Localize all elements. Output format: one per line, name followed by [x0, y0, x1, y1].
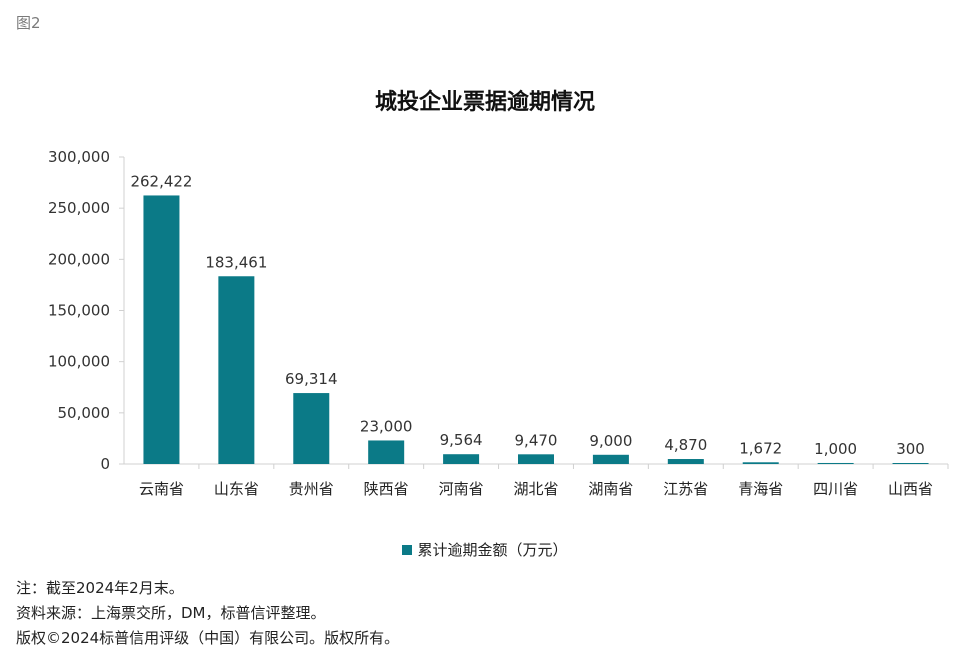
bar — [218, 276, 255, 464]
category-label: 贵州省 — [289, 480, 334, 498]
category-label: 陕西省 — [364, 480, 409, 498]
data-label: 1,672 — [739, 439, 782, 457]
y-tick-label: 50,000 — [58, 404, 111, 422]
data-label: 9,564 — [440, 431, 483, 449]
legend: 累计逾期金额（万元） — [0, 539, 970, 560]
bar — [518, 454, 554, 464]
data-label: 9,000 — [589, 432, 632, 450]
bar — [293, 393, 330, 464]
category-label: 湖南省 — [588, 480, 633, 498]
bar — [143, 195, 180, 464]
data-label: 23,000 — [360, 417, 413, 435]
data-label: 4,870 — [664, 436, 707, 454]
y-tick-label: 0 — [100, 455, 110, 473]
bar — [817, 462, 854, 464]
y-tick-label: 200,000 — [48, 250, 110, 268]
note-cutoff-date: 注：截至2024年2月末。 — [16, 579, 184, 597]
bar — [742, 462, 779, 464]
note-source: 资料来源：上海票交所，DM，标普信评整理。 — [16, 604, 326, 622]
category-label: 江苏省 — [663, 480, 708, 498]
note-copyright: 版权©2024标普信用评级（中国）有限公司。版权所有。 — [16, 629, 400, 647]
y-tick-label: 300,000 — [48, 148, 110, 166]
data-label: 1,000 — [814, 440, 857, 458]
category-label: 山东省 — [214, 480, 259, 498]
category-label: 湖北省 — [513, 480, 558, 498]
legend-swatch — [402, 545, 413, 555]
data-label: 183,461 — [205, 253, 267, 271]
category-label: 青海省 — [738, 480, 783, 498]
data-label: 300 — [896, 440, 925, 458]
data-label: 9,470 — [515, 431, 558, 449]
figure-label: 图2 — [16, 14, 41, 32]
y-tick-label: 100,000 — [48, 353, 110, 371]
bar — [368, 440, 405, 464]
bar — [592, 454, 629, 464]
chart-title: 城投企业票据逾期情况 — [374, 90, 595, 115]
category-label: 河南省 — [439, 480, 484, 498]
legend-label: 累计逾期金额（万元） — [417, 541, 568, 559]
category-label: 山西省 — [888, 480, 933, 498]
bar — [667, 459, 704, 464]
category-label: 四川省 — [813, 480, 858, 498]
category-label: 云南省 — [139, 480, 184, 498]
notes: 注：截至2024年2月末。 资料来源：上海票交所，DM，标普信评整理。 版权©2… — [16, 576, 399, 651]
y-tick-label: 250,000 — [48, 199, 110, 217]
bar — [443, 454, 480, 464]
data-label: 69,314 — [285, 370, 338, 388]
y-tick-label: 150,000 — [48, 302, 110, 320]
data-label: 262,422 — [130, 172, 192, 190]
bar — [892, 463, 929, 464]
